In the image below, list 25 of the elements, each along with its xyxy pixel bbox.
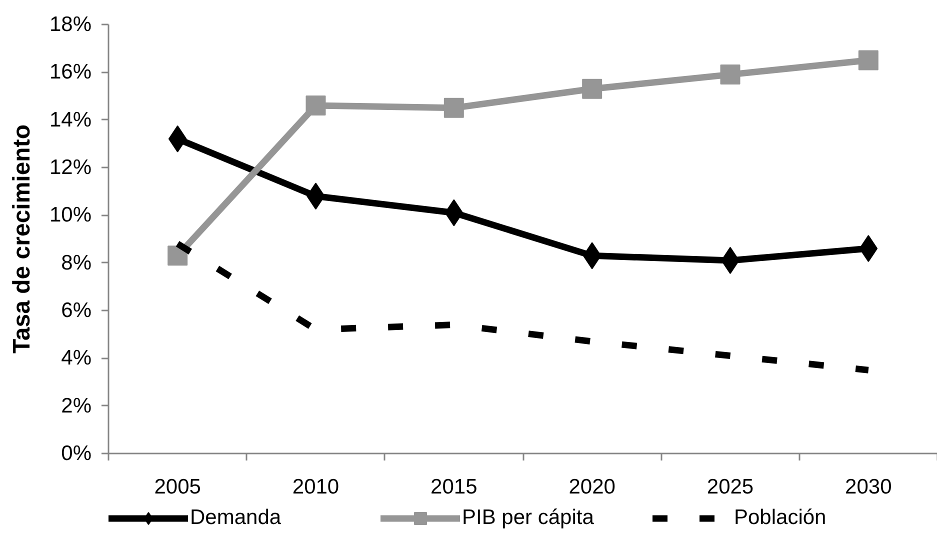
y-axis-title: Tasa de crecimiento: [8, 124, 36, 354]
x-tick-label: 2030: [845, 476, 892, 498]
point: [720, 64, 740, 85]
y-tick-label: 16%: [49, 60, 92, 84]
x-tick-label: 2005: [154, 476, 201, 498]
x-tick-label: 2025: [706, 476, 754, 498]
x-tick-label: 2010: [292, 476, 340, 498]
y-tick-label: 12%: [49, 156, 92, 179]
y-tick-label: 8%: [61, 251, 92, 274]
legend-label: Población: [734, 506, 828, 530]
point: [858, 50, 878, 70]
point: [306, 96, 326, 116]
y-tick-label: 18%: [49, 13, 92, 36]
point: [444, 98, 464, 118]
y-tick-label: 0%: [61, 442, 92, 465]
y-tick-label: 6%: [61, 299, 92, 322]
y-tick-label: 2%: [61, 394, 92, 418]
y-tick-label: 14%: [49, 108, 92, 132]
x-tick-label: 2020: [568, 476, 616, 498]
y-tick-label: 4%: [61, 346, 92, 370]
x-tick-label: 2015: [430, 476, 478, 498]
y-tick-label: 10%: [49, 204, 92, 227]
legend-label: Demanda: [190, 506, 282, 530]
legend-label: PIB per cápita: [462, 506, 595, 530]
point: [582, 78, 602, 99]
